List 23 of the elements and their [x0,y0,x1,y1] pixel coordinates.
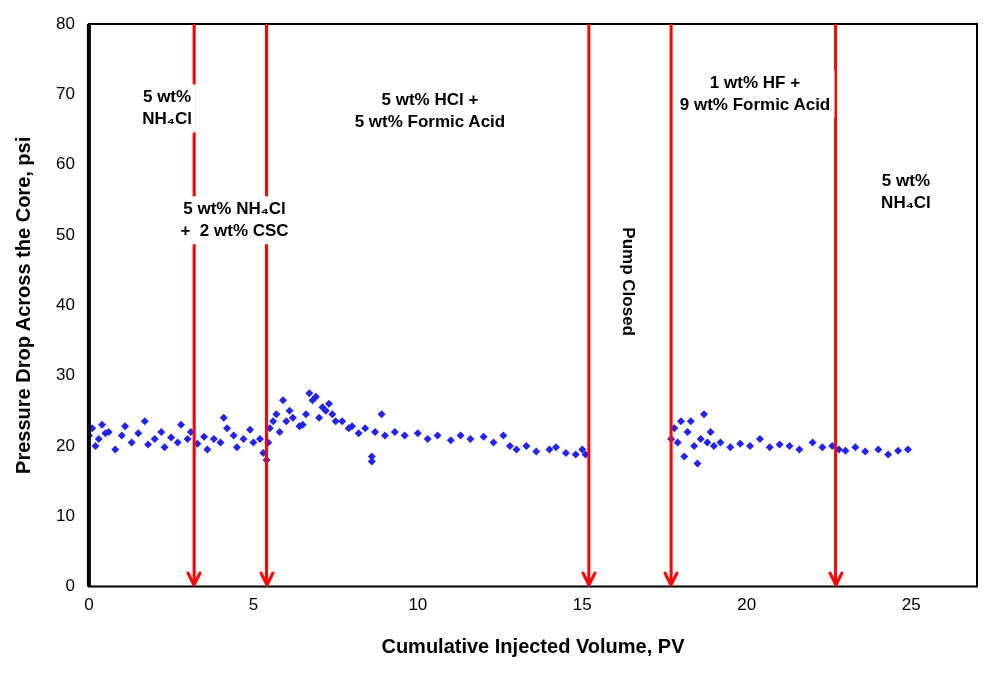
annotation: 5 wt% NH₄Cl [881,171,931,213]
annotation: 5 wt% HCl + 5 wt% Formic Acid [354,89,506,131]
y-tick-label: 0 [65,576,75,596]
annotation: 5 wt% NH₄Cl [142,87,192,129]
y-axis-title: Pressure Drop Across the Core, psi [11,136,34,474]
y-tick-label: 40 [55,294,75,314]
x-tick-label: 5 [248,595,259,615]
x-tick-label: 15 [572,595,592,615]
x-tick-label: 10 [408,595,428,615]
y-tick-label: 20 [55,435,75,455]
x-axis-title: Cumulative Injected Volume, PV [381,634,686,657]
y-tick-label: 80 [55,13,75,33]
x-tick-label: 0 [84,595,94,615]
x-tick-label: 25 [901,595,921,615]
y-tick-label: 70 [55,84,75,104]
y-tick-label: 10 [55,505,75,525]
x-tick-label: 20 [737,595,757,615]
y-tick-label: 50 [55,224,75,244]
annotation: Pump Closed [619,227,639,336]
annotation: 5 wt% NH₄Cl + 2 wt% CSC [180,199,289,241]
y-tick-label: 30 [55,365,75,385]
annotation: 1 wt% HF + 9 wt% Formic Acid [679,73,831,115]
y-tick-label: 60 [55,154,75,174]
